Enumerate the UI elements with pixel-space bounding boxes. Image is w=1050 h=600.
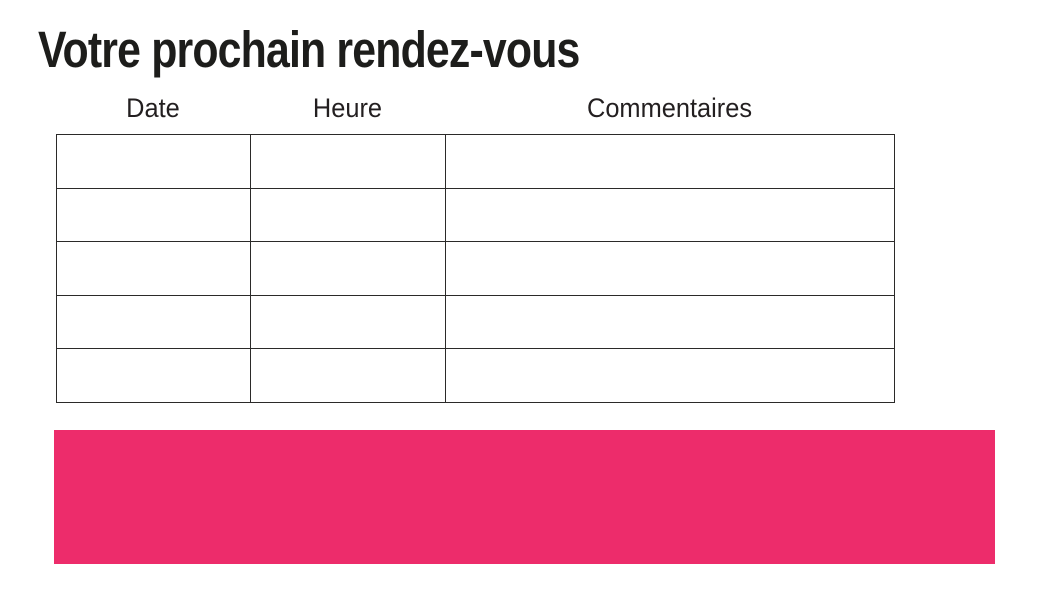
table-cell <box>250 187 446 242</box>
table-cell <box>56 348 251 403</box>
table-row <box>56 187 895 242</box>
appointments-table <box>56 134 895 403</box>
table-cell <box>250 348 446 403</box>
table-row <box>56 134 895 189</box>
table-cell <box>250 294 446 349</box>
table-row <box>56 348 895 403</box>
column-header-heure: Heure <box>312 92 383 123</box>
table-cell <box>56 294 251 349</box>
table-row <box>56 294 895 349</box>
page-title: Votre prochain rendez-vous <box>38 21 580 78</box>
table-column-headers: Date Heure Commentaires <box>56 90 894 126</box>
table-cell <box>445 348 895 403</box>
pink-banner <box>54 430 995 564</box>
table-row <box>56 241 895 296</box>
table-cell <box>250 134 446 189</box>
table-cell <box>56 241 251 296</box>
table-cell <box>445 241 895 296</box>
table-cell <box>56 134 251 189</box>
appointments-table-body <box>56 134 895 403</box>
table-cell <box>445 187 895 242</box>
column-header-date: Date <box>126 92 180 123</box>
table-cell <box>250 241 446 296</box>
table-cell <box>445 134 895 189</box>
column-header-commentaires: Commentaires <box>586 92 753 123</box>
table-cell <box>445 294 895 349</box>
table-cell <box>56 187 251 242</box>
